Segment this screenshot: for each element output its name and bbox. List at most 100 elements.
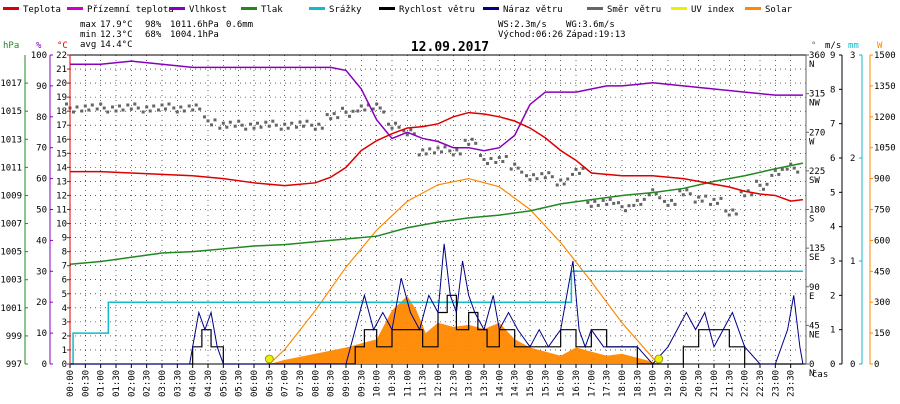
x-tick-label: 08:00 [311, 370, 321, 397]
wind-direction-point [654, 192, 658, 196]
wind-direction-point [617, 201, 620, 205]
wind-direction-point [731, 208, 735, 212]
temperature_C-tick-label: 0 [62, 360, 67, 370]
temperature_C-tick-label: 12 [56, 191, 67, 201]
solar_Wm2-tick-label: 1350 [874, 82, 896, 92]
solar_Wm2-tick-label: 1200 [874, 113, 896, 123]
wind-direction-point [283, 122, 287, 126]
humidity_pct-tick-label: 0 [42, 360, 47, 370]
wind_ms-tick-label: 7 [830, 120, 835, 130]
wind-direction-point [145, 105, 149, 109]
solar_Wm2-tick-label: 750 [874, 206, 890, 216]
wind-direction-point [789, 162, 793, 166]
humidity-line [70, 60, 803, 152]
wind-direction-point [525, 174, 528, 178]
x-tick-label: 04:00 [189, 370, 199, 397]
wind-direction-point [172, 106, 176, 110]
wind-direction-point [387, 122, 390, 126]
temperature_C-tick-label: 13 [56, 177, 67, 187]
wind-direction-point [559, 178, 563, 182]
wind-direction-point [371, 107, 375, 111]
info-wind-speed: WS:2.3m/s [498, 20, 547, 30]
info-sunrise: Východ:06:26 [498, 30, 563, 40]
humidity_pct-tick-label: 40 [36, 236, 47, 246]
wind-direction-point [133, 102, 137, 106]
temperature_C-tick-label: 14 [56, 163, 67, 173]
direction-compass-label: W [809, 137, 815, 147]
rain-unit-label: mm [848, 41, 859, 51]
wind-direction-point [402, 129, 406, 133]
wind-direction-point [509, 167, 513, 171]
wind-direction-point [451, 153, 455, 157]
wind-direction-point [194, 103, 198, 107]
legend-label: Teplota [23, 5, 61, 15]
wind-direction-point [693, 200, 697, 204]
wind_ms-tick-label: 6 [830, 154, 835, 164]
x-tick-label: 06:30 [265, 370, 275, 397]
wind-direction-point [267, 124, 271, 128]
x-tick-label: 19:00 [649, 370, 659, 397]
chart-title: 12.09.2017 [411, 40, 489, 55]
wind-direction-point [632, 203, 636, 207]
wind-direction-point [111, 105, 114, 109]
x-tick-label: 16:00 [557, 370, 567, 397]
wind-direction-point [574, 167, 578, 171]
wind-direction-point [666, 203, 670, 207]
x-tick-label: 22:30 [756, 370, 766, 397]
wind_ms-tick-label: 9 [830, 51, 835, 61]
wind-direction-point [566, 177, 570, 181]
wind-direction-point [601, 198, 605, 202]
wind-direction-point [651, 188, 655, 192]
wind_ms-tick-label: 0 [830, 360, 835, 370]
wind-direction-point [271, 119, 275, 123]
wind-direction-point [356, 109, 360, 113]
wind_ms-tick-label: 4 [830, 223, 835, 233]
wind-direction-point [647, 193, 651, 197]
wind-direction-point [179, 105, 183, 109]
wind-direction-point [501, 160, 505, 163]
wind-direction-point [443, 145, 447, 149]
x-tick-label: 19:30 [664, 370, 674, 397]
pressure-line [69, 162, 804, 266]
wind-unit-label: m/s [825, 41, 841, 51]
wind-direction-point [642, 197, 646, 201]
temperature_C-tick-label: 6 [62, 276, 67, 286]
x-tick-label: 01:30 [112, 370, 122, 397]
temperature_C-tick-label: 19 [56, 93, 67, 103]
wind-direction-point [187, 104, 191, 108]
x-tick-label: 13:00 [465, 370, 475, 397]
info-avg-label: avg [80, 40, 96, 50]
wind-direction-point [589, 204, 593, 208]
wind-direction-point [157, 108, 160, 112]
temperature_C-tick-label: 17 [56, 121, 67, 131]
wind-direction-point [121, 108, 125, 112]
legend-label: Přízemní teplota [87, 5, 174, 15]
direction-compass-label: S [809, 215, 814, 225]
direction-compass-label: N [809, 60, 814, 70]
x-tick-label: 23:30 [787, 370, 797, 397]
wind-direction-point [298, 120, 302, 124]
humidity_pct-tick-label: 30 [36, 267, 47, 277]
wind-direction-point [213, 118, 217, 122]
wind-direction-point [302, 124, 305, 128]
humidity_pct-tick-label: 10 [36, 329, 47, 339]
direction_deg-tick-label: 270 [809, 128, 825, 138]
humidity_pct-tick-label: 80 [36, 113, 47, 123]
wind-gust-line [70, 243, 804, 365]
solar_Wm2-tick-label: 300 [874, 298, 890, 308]
wind-direction-point [758, 183, 762, 187]
wind-direction-point [286, 126, 290, 130]
wind-direction-point [182, 109, 186, 113]
x-tick-label: 12:00 [434, 370, 444, 397]
legend-swatch [3, 7, 19, 10]
wind-direction-point [332, 112, 336, 116]
wind-direction-point [102, 106, 106, 110]
wind-direction-point [688, 192, 692, 196]
legend-label: Solar [765, 5, 793, 15]
wind-direction-point [479, 154, 482, 157]
wind-direction-point [547, 171, 551, 175]
wind_ms-tick-label: 1 [830, 326, 835, 336]
wind-direction-point [796, 170, 800, 174]
wind-direction-point [562, 182, 566, 186]
